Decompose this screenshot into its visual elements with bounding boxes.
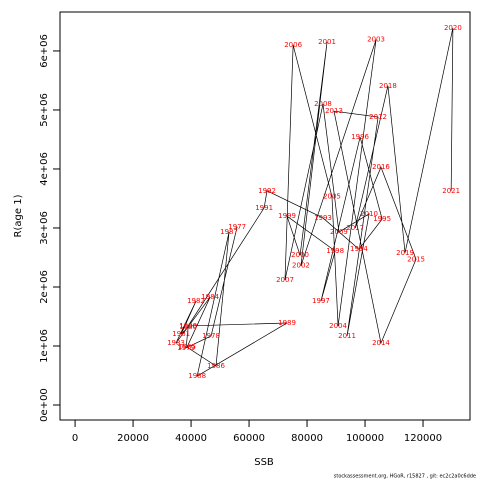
point-label: 2002 [292, 262, 310, 270]
point-label: 2005 [323, 193, 341, 201]
y-tick-label: 5e+06 [39, 93, 50, 127]
point-label: 1992 [258, 187, 276, 195]
point-label: 1996 [351, 133, 369, 141]
point-label: 2009 [330, 228, 348, 236]
y-tick-label: 0e+00 [39, 388, 50, 422]
point-label: 1978 [202, 332, 220, 340]
point-label: 2004 [329, 322, 347, 330]
point-label: 1983 [167, 339, 185, 347]
point-label: 2013 [325, 107, 343, 115]
point-label: 2018 [379, 82, 397, 90]
point-label: 2008 [314, 100, 332, 108]
y-tick-label: 3e+06 [39, 211, 50, 245]
point-label: 1999 [278, 212, 296, 220]
x-tick-label: 80000 [291, 433, 323, 444]
point-label: 2014 [372, 339, 390, 347]
point-label: 2016 [372, 163, 390, 171]
point-label: 2015 [407, 255, 425, 263]
point-label: 2021 [442, 187, 460, 195]
point-label: 1982 [187, 297, 205, 305]
point-label: 2006 [284, 41, 302, 49]
point-label: 1981 [172, 330, 190, 338]
point-label: 1987 [220, 228, 238, 236]
x-tick-label: 40000 [175, 433, 207, 444]
point-label: 2003 [367, 36, 385, 44]
point-label: 1977 [228, 223, 246, 231]
point-label: 1994 [350, 245, 368, 253]
point-label: 1990 [179, 322, 197, 330]
x-tick-label: 0 [72, 433, 78, 444]
y-tick-label: 6e+06 [39, 34, 50, 68]
point-label: 2010 [360, 210, 378, 218]
point-label: 1995 [373, 215, 391, 223]
point-label: 2011 [338, 332, 356, 340]
point-label: 2007 [276, 276, 294, 284]
x-tick-label: 120000 [404, 433, 442, 444]
point-label: 2020 [444, 24, 462, 32]
point-label: 1985 [178, 343, 196, 351]
y-tick-label: 1e+06 [39, 329, 50, 363]
x-tick-label: 100000 [346, 433, 384, 444]
point-label: 2019 [396, 249, 414, 257]
point-label: 1988 [188, 372, 206, 380]
y-tick-label: 4e+06 [39, 152, 50, 186]
point-label: 2000 [291, 251, 309, 259]
point-label: 1997 [312, 297, 330, 305]
point-label: 2001 [318, 38, 336, 46]
y-tick-label: 2e+06 [39, 270, 50, 304]
x-tick-label: 20000 [117, 433, 149, 444]
point-label: 1991 [255, 204, 273, 212]
footnote: stockassessment.org, HGoR, r15827 , git:… [334, 474, 476, 480]
trajectory-line [175, 27, 454, 377]
point-label: 1998 [326, 247, 344, 255]
point-label: 1980 [179, 323, 197, 331]
plot-frame [59, 11, 471, 421]
point-label: 1984 [201, 293, 219, 301]
x-axis-label: SSB [254, 457, 274, 468]
point-label: 1986 [207, 362, 225, 370]
point-label: 2017 [346, 224, 364, 232]
y-axis-label: R(age 1) [13, 194, 24, 237]
x-tick-label: 60000 [233, 433, 265, 444]
point-label: 2012 [369, 113, 387, 121]
point-label: 1989 [278, 319, 296, 327]
point-label: 1993 [314, 214, 332, 222]
point-label: 1979 [177, 344, 195, 352]
